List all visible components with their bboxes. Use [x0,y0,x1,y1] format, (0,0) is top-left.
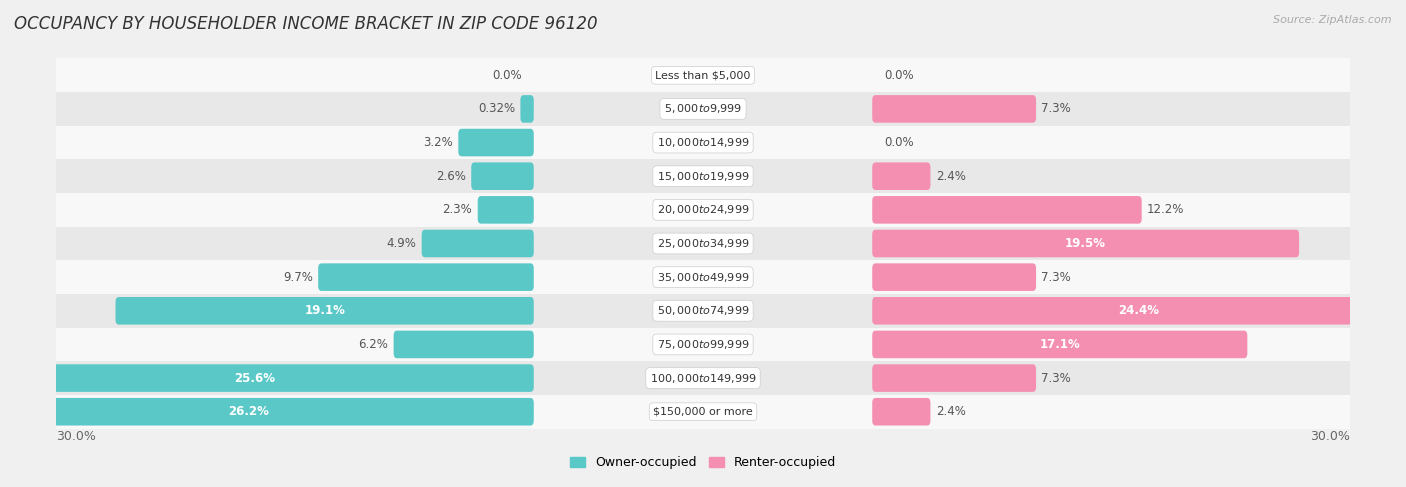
FancyBboxPatch shape [872,196,1142,224]
Bar [56,395,1350,429]
FancyBboxPatch shape [520,95,534,123]
Text: $75,000 to $99,999: $75,000 to $99,999 [657,338,749,351]
Bar [56,328,1350,361]
Text: $15,000 to $19,999: $15,000 to $19,999 [657,169,749,183]
FancyBboxPatch shape [872,263,1036,291]
Text: 2.6%: 2.6% [436,169,465,183]
Text: 2.4%: 2.4% [936,405,966,418]
Text: 24.4%: 24.4% [1118,304,1159,318]
Text: 0.0%: 0.0% [884,69,914,82]
Text: $150,000 or more: $150,000 or more [654,407,752,417]
FancyBboxPatch shape [872,331,1247,358]
Text: 7.3%: 7.3% [1042,372,1071,385]
Bar [56,58,1350,92]
Text: 3.2%: 3.2% [423,136,453,149]
Text: Less than $5,000: Less than $5,000 [655,70,751,80]
Text: 6.2%: 6.2% [359,338,388,351]
Text: 2.4%: 2.4% [936,169,966,183]
Bar [56,126,1350,159]
Text: 0.0%: 0.0% [492,69,522,82]
Text: 30.0%: 30.0% [1310,430,1350,443]
Bar [56,294,1350,328]
FancyBboxPatch shape [471,162,534,190]
Text: $35,000 to $49,999: $35,000 to $49,999 [657,271,749,283]
Text: 19.1%: 19.1% [304,304,344,318]
Text: 7.3%: 7.3% [1042,102,1071,115]
Bar [56,159,1350,193]
Text: $50,000 to $74,999: $50,000 to $74,999 [657,304,749,318]
FancyBboxPatch shape [872,162,931,190]
Text: 12.2%: 12.2% [1147,204,1184,216]
Bar [56,226,1350,261]
FancyBboxPatch shape [115,297,534,325]
FancyBboxPatch shape [0,364,534,392]
Text: 17.1%: 17.1% [1039,338,1080,351]
FancyBboxPatch shape [872,230,1299,257]
Text: $10,000 to $14,999: $10,000 to $14,999 [657,136,749,149]
Bar [56,92,1350,126]
FancyBboxPatch shape [318,263,534,291]
FancyBboxPatch shape [872,297,1405,325]
Text: 2.3%: 2.3% [443,204,472,216]
Text: 7.3%: 7.3% [1042,271,1071,283]
Text: 4.9%: 4.9% [387,237,416,250]
Text: $100,000 to $149,999: $100,000 to $149,999 [650,372,756,385]
FancyBboxPatch shape [478,196,534,224]
Bar [56,193,1350,226]
FancyBboxPatch shape [394,331,534,358]
FancyBboxPatch shape [872,398,931,426]
Text: 0.32%: 0.32% [478,102,515,115]
Text: Source: ZipAtlas.com: Source: ZipAtlas.com [1274,15,1392,25]
Text: 26.2%: 26.2% [228,405,269,418]
Bar [56,361,1350,395]
FancyBboxPatch shape [422,230,534,257]
Legend: Owner-occupied, Renter-occupied: Owner-occupied, Renter-occupied [565,451,841,474]
FancyBboxPatch shape [872,95,1036,123]
Text: $25,000 to $34,999: $25,000 to $34,999 [657,237,749,250]
FancyBboxPatch shape [458,129,534,156]
Text: 19.5%: 19.5% [1066,237,1107,250]
FancyBboxPatch shape [872,364,1036,392]
Text: 25.6%: 25.6% [233,372,276,385]
Text: 30.0%: 30.0% [56,430,96,443]
FancyBboxPatch shape [0,398,534,426]
Text: 9.7%: 9.7% [283,271,312,283]
Text: 0.0%: 0.0% [884,136,914,149]
Text: OCCUPANCY BY HOUSEHOLDER INCOME BRACKET IN ZIP CODE 96120: OCCUPANCY BY HOUSEHOLDER INCOME BRACKET … [14,15,598,33]
Text: $5,000 to $9,999: $5,000 to $9,999 [664,102,742,115]
Text: $20,000 to $24,999: $20,000 to $24,999 [657,204,749,216]
Bar [56,261,1350,294]
